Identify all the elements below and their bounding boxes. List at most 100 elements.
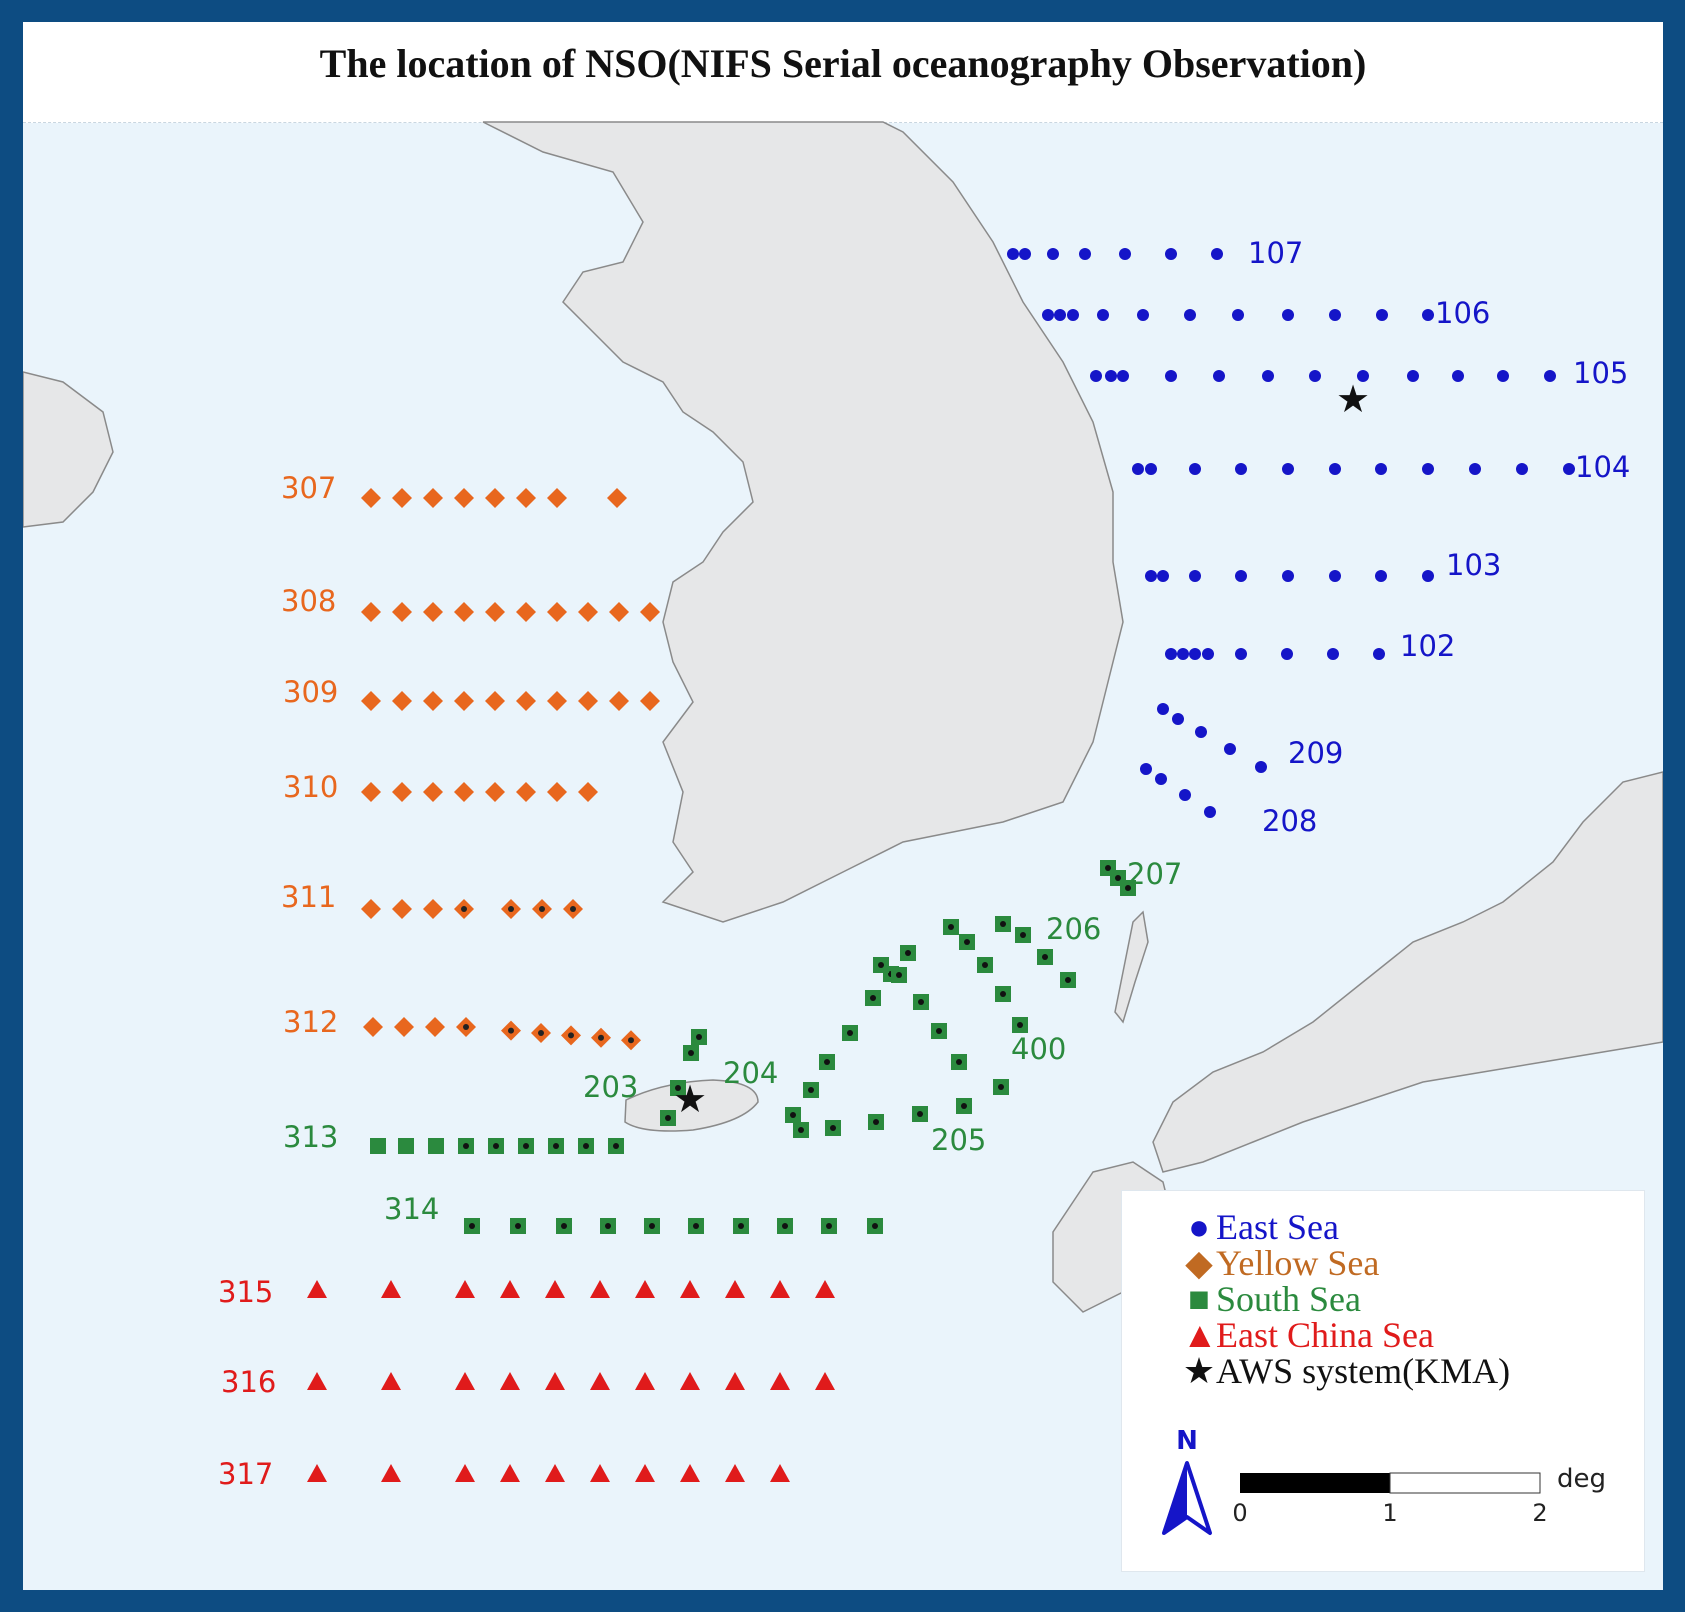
station-square-dot bbox=[649, 1223, 655, 1229]
scale-bar-black bbox=[1240, 1473, 1390, 1493]
station-square-dot bbox=[1020, 932, 1026, 938]
station-square-dot bbox=[583, 1143, 589, 1149]
station-circle bbox=[1090, 370, 1102, 382]
station-circle bbox=[1452, 370, 1464, 382]
station-diamond-dot bbox=[568, 1032, 574, 1039]
station-diamond bbox=[578, 782, 598, 802]
station-square-dot bbox=[613, 1143, 619, 1149]
east-china-sea-stations bbox=[307, 1280, 835, 1482]
station-triangle bbox=[455, 1372, 475, 1390]
station-square bbox=[428, 1138, 444, 1154]
station-triangle bbox=[307, 1464, 327, 1482]
legend-yellow-sea: ◆Yellow Sea bbox=[1182, 1245, 1379, 1281]
line-label-208: 208 bbox=[1262, 804, 1317, 838]
station-square-dot bbox=[782, 1223, 788, 1229]
station-triangle bbox=[545, 1464, 565, 1482]
station-circle bbox=[1235, 648, 1247, 660]
map-title: The location of NSO(NIFS Serial oceanogr… bbox=[319, 41, 1367, 86]
legend-east-sea-label: East Sea bbox=[1216, 1207, 1339, 1247]
station-triangle bbox=[680, 1372, 700, 1390]
tsushima-island-land bbox=[1114, 910, 1149, 1024]
station-triangle bbox=[635, 1280, 655, 1298]
south-sea-stations bbox=[370, 860, 1136, 1234]
scale-and-north: N 0 1 2 deg bbox=[1162, 1426, 1606, 1535]
legend-east-sea: ● East Sea bbox=[1182, 1209, 1339, 1245]
station-circle bbox=[1007, 248, 1019, 260]
station-triangle bbox=[725, 1280, 745, 1298]
line-label-102: 102 bbox=[1400, 629, 1455, 663]
station-diamond-dot bbox=[598, 1034, 604, 1041]
line-label-310: 310 bbox=[283, 770, 338, 804]
station-circle bbox=[1172, 713, 1184, 725]
station-circle bbox=[1357, 370, 1369, 382]
station-square-dot bbox=[956, 1059, 962, 1065]
station-circle bbox=[1375, 463, 1387, 475]
station-square-dot bbox=[523, 1143, 529, 1149]
station-triangle bbox=[680, 1464, 700, 1482]
station-circle bbox=[1375, 570, 1387, 582]
station-circle bbox=[1407, 370, 1419, 382]
station-square-dot bbox=[463, 1143, 469, 1149]
legend: ● East Sea ◆Yellow Sea ■ South Sea ▲East C… bbox=[1121, 1190, 1645, 1572]
line-label-315: 315 bbox=[218, 1275, 273, 1309]
station-triangle bbox=[815, 1280, 835, 1298]
station-square-dot bbox=[948, 924, 954, 930]
line-label-204: 204 bbox=[723, 1056, 778, 1090]
station-square-dot bbox=[790, 1112, 796, 1118]
station-circle bbox=[1281, 648, 1293, 660]
station-circle bbox=[1327, 648, 1339, 660]
station-square-dot bbox=[561, 1223, 567, 1229]
station-square-dot bbox=[688, 1050, 694, 1056]
station-diamond bbox=[640, 602, 660, 622]
station-circle bbox=[1376, 309, 1388, 321]
station-square-dot bbox=[1065, 977, 1071, 983]
station-diamond bbox=[392, 488, 412, 508]
legend-east-china-sea: ▲East China Sea bbox=[1182, 1317, 1434, 1353]
station-diamond bbox=[485, 488, 505, 508]
station-square-dot bbox=[605, 1223, 611, 1229]
station-circle bbox=[1117, 370, 1129, 382]
station-circle bbox=[1165, 370, 1177, 382]
station-diamond-dot bbox=[461, 906, 467, 912]
station-triangle bbox=[307, 1372, 327, 1390]
station-diamond bbox=[578, 602, 598, 622]
station-diamond-dot bbox=[508, 1027, 514, 1034]
station-triangle bbox=[381, 1464, 401, 1482]
station-square-dot bbox=[1105, 865, 1111, 871]
station-triangle bbox=[815, 1372, 835, 1390]
station-circle bbox=[1047, 248, 1059, 260]
station-triangle bbox=[500, 1280, 520, 1298]
station-square bbox=[370, 1138, 386, 1154]
station-diamond-dot bbox=[463, 1024, 469, 1030]
line-label-307: 307 bbox=[281, 471, 336, 505]
station-diamond-dot bbox=[538, 1030, 544, 1036]
station-circle bbox=[1422, 309, 1434, 321]
station-circle bbox=[1067, 309, 1079, 321]
line-label-207: 207 bbox=[1127, 857, 1182, 891]
station-circle bbox=[1422, 463, 1434, 475]
legend-yellow-sea-label: Yellow Sea bbox=[1216, 1243, 1380, 1283]
station-triangle bbox=[307, 1280, 327, 1298]
station-circle bbox=[1119, 248, 1131, 260]
station-circle bbox=[1497, 370, 1509, 382]
station-circle bbox=[1165, 648, 1177, 660]
station-diamond bbox=[454, 691, 474, 711]
station-square-dot bbox=[1000, 991, 1006, 997]
aws-star-marker: ★ bbox=[673, 1079, 707, 1121]
station-circle bbox=[1054, 309, 1066, 321]
triangle-icon: ▲ bbox=[1182, 1315, 1218, 1355]
station-circle bbox=[1213, 370, 1225, 382]
station-triangle bbox=[770, 1464, 790, 1482]
station-square-dot bbox=[961, 1103, 967, 1109]
station-circle bbox=[1165, 248, 1177, 260]
station-square-dot bbox=[675, 1085, 681, 1091]
line-label-316: 316 bbox=[221, 1365, 276, 1399]
station-circle bbox=[1469, 463, 1481, 475]
station-diamond bbox=[607, 488, 627, 508]
station-circle bbox=[1282, 309, 1294, 321]
legend-south-sea: ■ South Sea bbox=[1182, 1281, 1361, 1317]
station-diamond bbox=[454, 602, 474, 622]
station-diamond bbox=[361, 602, 381, 622]
station-circle bbox=[1019, 248, 1031, 260]
